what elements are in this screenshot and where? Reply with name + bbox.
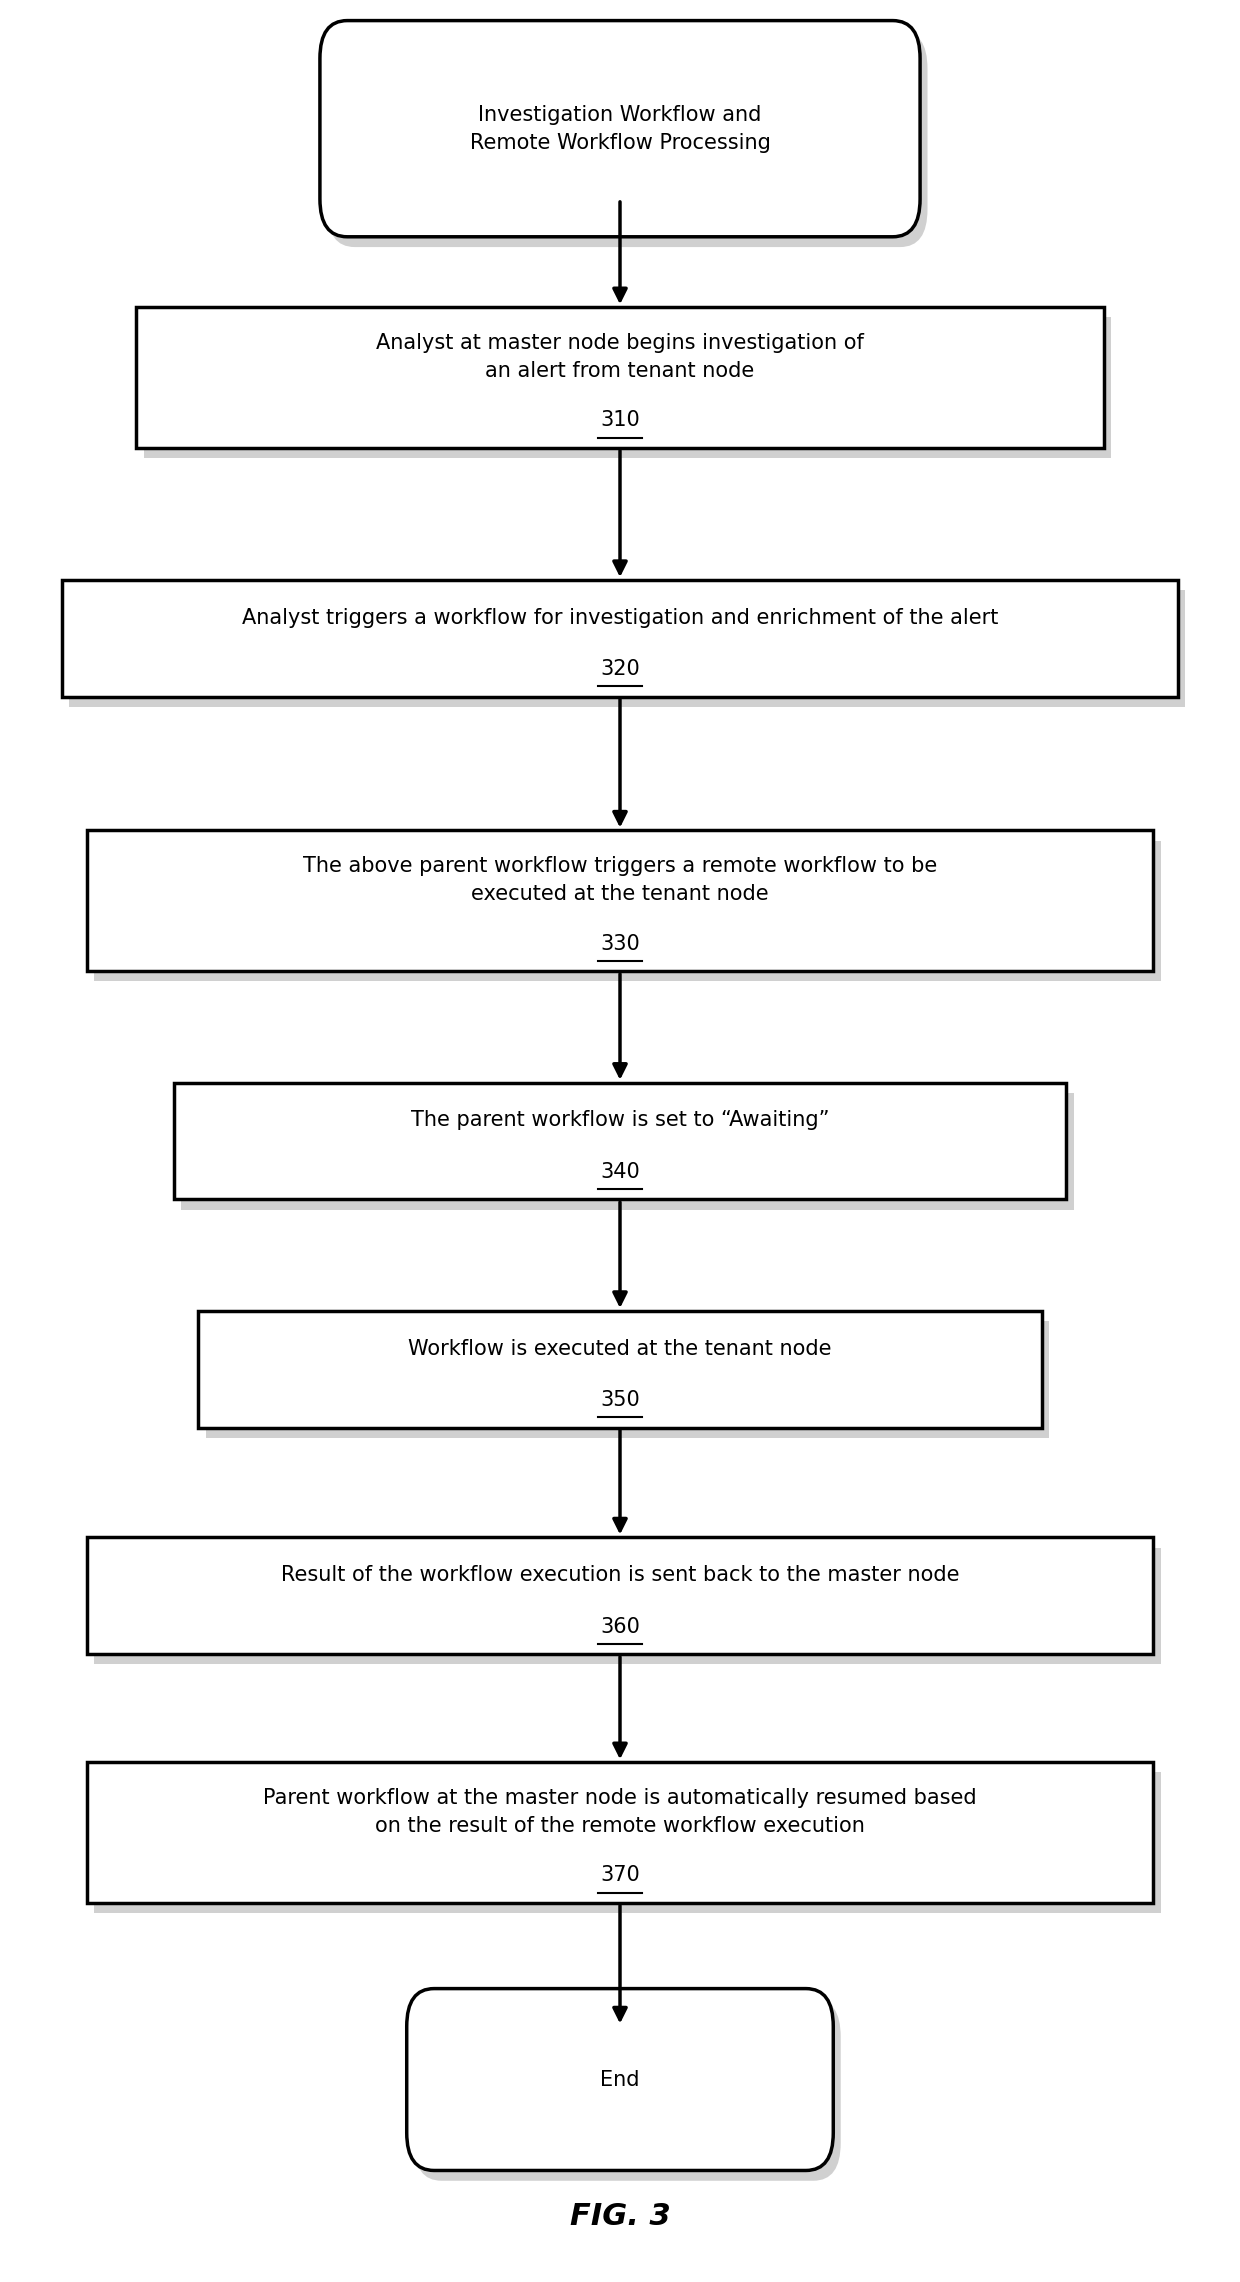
FancyBboxPatch shape — [144, 317, 1111, 459]
FancyBboxPatch shape — [94, 1547, 1161, 1664]
Text: The above parent workflow triggers a remote workflow to be
executed at the tenan: The above parent workflow triggers a rem… — [303, 856, 937, 904]
FancyBboxPatch shape — [87, 1538, 1153, 1654]
FancyBboxPatch shape — [136, 308, 1104, 447]
Text: 350: 350 — [600, 1390, 640, 1410]
Text: Parent workflow at the master node is automatically resumed based
on the result : Parent workflow at the master node is au… — [263, 1787, 977, 1837]
FancyBboxPatch shape — [407, 1988, 833, 2170]
Text: FIG. 3: FIG. 3 — [569, 2202, 671, 2232]
FancyBboxPatch shape — [87, 831, 1153, 972]
FancyBboxPatch shape — [94, 840, 1161, 981]
FancyBboxPatch shape — [62, 580, 1178, 696]
FancyBboxPatch shape — [174, 1082, 1066, 1200]
Text: 360: 360 — [600, 1616, 640, 1636]
FancyBboxPatch shape — [206, 1321, 1049, 1438]
FancyBboxPatch shape — [414, 1999, 841, 2182]
FancyBboxPatch shape — [327, 32, 928, 246]
Text: 310: 310 — [600, 411, 640, 431]
FancyBboxPatch shape — [87, 1762, 1153, 1903]
Text: 330: 330 — [600, 933, 640, 954]
Text: Analyst at master node begins investigation of
an alert from tenant node: Analyst at master node begins investigat… — [376, 333, 864, 381]
FancyBboxPatch shape — [198, 1310, 1042, 1429]
FancyBboxPatch shape — [320, 21, 920, 237]
Text: Analyst triggers a workflow for investigation and enrichment of the alert: Analyst triggers a workflow for investig… — [242, 607, 998, 628]
FancyBboxPatch shape — [94, 1773, 1161, 1912]
FancyBboxPatch shape — [69, 591, 1185, 707]
FancyBboxPatch shape — [181, 1093, 1074, 1209]
Text: End: End — [600, 2070, 640, 2090]
Text: Investigation Workflow and
Remote Workflow Processing: Investigation Workflow and Remote Workfl… — [470, 105, 770, 153]
Text: 370: 370 — [600, 1864, 640, 1885]
Text: The parent workflow is set to “Awaiting”: The parent workflow is set to “Awaiting” — [410, 1111, 830, 1130]
Text: 340: 340 — [600, 1162, 640, 1182]
Text: 320: 320 — [600, 659, 640, 680]
Text: Workflow is executed at the tenant node: Workflow is executed at the tenant node — [408, 1340, 832, 1358]
Text: Result of the workflow execution is sent back to the master node: Result of the workflow execution is sent… — [280, 1565, 960, 1586]
